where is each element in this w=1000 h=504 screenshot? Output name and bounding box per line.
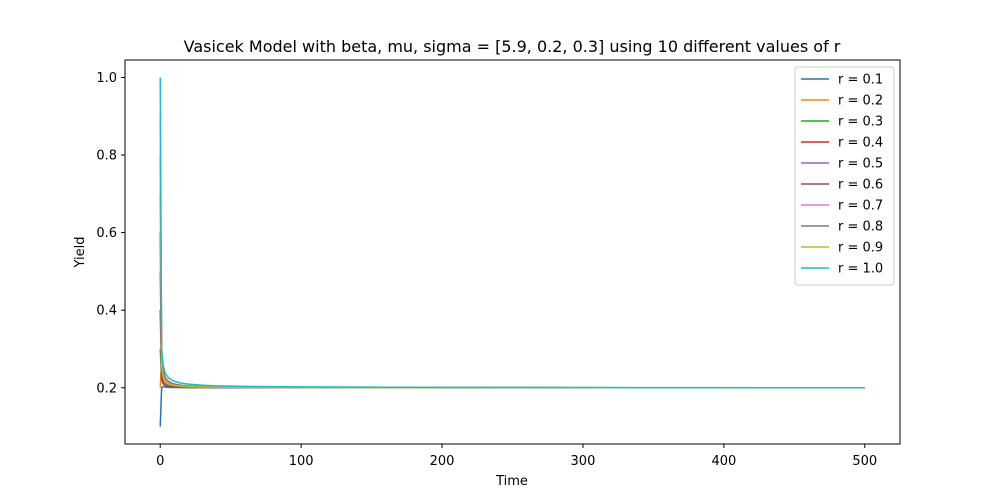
legend-label: r = 0.4	[838, 136, 883, 151]
legend-label: r = 0.1	[838, 73, 883, 88]
series-line-7	[159, 193, 865, 389]
plot-lines	[159, 77, 865, 427]
series-line-8	[159, 155, 865, 389]
x-tick-label: 400	[711, 454, 736, 469]
x-axis: 0 100 200 300 400 500	[156, 444, 877, 469]
y-tick-label: 0.8	[96, 149, 117, 164]
axes-frame	[124, 59, 901, 445]
series-line-5	[159, 271, 865, 389]
chart-title: Vasicek Model with beta, mu, sigma = [5.…	[184, 37, 841, 56]
x-tick-label: 0	[156, 454, 164, 469]
series-line-4	[159, 310, 865, 389]
series-line-2	[159, 361, 865, 389]
legend-label: r = 0.2	[838, 94, 883, 109]
x-tick-label: 300	[571, 454, 596, 469]
series-line-1	[159, 385, 865, 427]
y-tick-label: 0.6	[96, 226, 117, 241]
x-tick-label: 100	[289, 454, 314, 469]
y-axis: 0.2 0.4 0.6 0.8 1.0	[96, 71, 125, 396]
x-tick-label: 500	[852, 454, 877, 469]
y-axis-label: Yield	[73, 237, 88, 269]
y-tick-label: 1.0	[96, 71, 117, 86]
series-line-9	[159, 116, 865, 389]
legend-label: r = 0.9	[838, 241, 883, 256]
y-tick-label: 0.4	[96, 304, 117, 319]
y-tick-label: 0.2	[96, 381, 117, 396]
legend-label: r = 0.6	[838, 178, 883, 193]
x-axis-label: Time	[495, 474, 528, 489]
legend-label: r = 0.3	[838, 115, 883, 130]
series-line-10	[159, 77, 865, 389]
series-line-3	[159, 348, 865, 389]
legend-label: r = 0.7	[838, 199, 883, 214]
x-tick-label: 200	[430, 454, 455, 469]
series-line-6	[159, 232, 865, 389]
legend-label: r = 0.8	[838, 220, 883, 235]
legend: r = 0.1 r = 0.2 r = 0.3 r = 0.4 r = 0.5 r = 0…	[794, 66, 895, 286]
legend-label: r = 0.5	[838, 157, 883, 172]
legend-label: r = 1.0	[838, 262, 883, 277]
